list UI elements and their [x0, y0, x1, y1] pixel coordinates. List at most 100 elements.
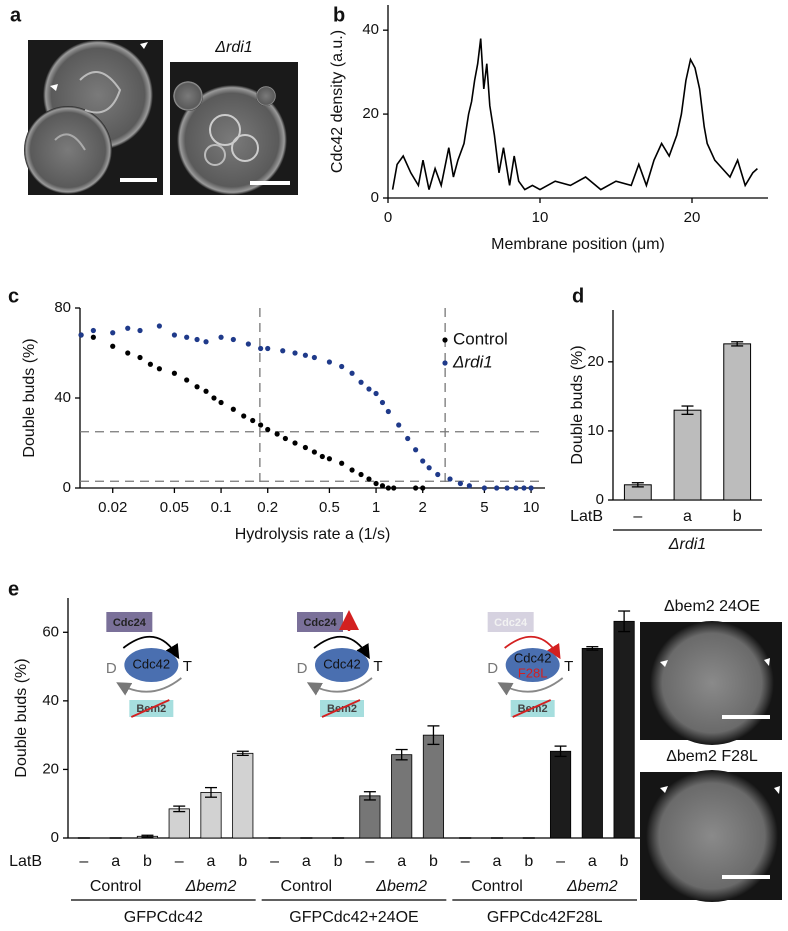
- x-tick-label: 0.05: [160, 499, 189, 516]
- data-point: [171, 370, 178, 376]
- y-axis-label: Cdc42 density (a.u.): [329, 30, 346, 173]
- data-point: [203, 339, 209, 345]
- y-axis-label: Double buds (%): [21, 338, 38, 457]
- data-point: [420, 485, 426, 491]
- data-point: [311, 449, 317, 455]
- data-point: [184, 377, 190, 383]
- data-point: [203, 388, 209, 394]
- data-point: [218, 399, 224, 406]
- image-caption: Δrdi1: [214, 39, 252, 56]
- data-point: [413, 447, 419, 453]
- data-point: [230, 406, 236, 412]
- data-point: [349, 467, 355, 473]
- group-label: GFPCdc42F28L: [487, 909, 603, 926]
- density-line: [391, 38, 758, 191]
- bar: [359, 795, 381, 839]
- x-tick-label: 5: [480, 499, 488, 516]
- data-point: [245, 341, 251, 347]
- bar: [549, 750, 572, 839]
- x-tick-label: 10: [532, 209, 549, 226]
- group-label: Δrdi1: [668, 536, 706, 553]
- gef-label: Cdc24: [303, 617, 337, 629]
- gtp-label: T: [183, 658, 192, 675]
- gdp-label: D: [106, 660, 117, 677]
- x-tick-label: b: [524, 853, 533, 870]
- x-tick-label: a: [493, 853, 502, 870]
- data-point: [125, 350, 131, 356]
- data-point: [250, 417, 256, 424]
- data-point: [481, 485, 488, 491]
- deletion-strike: [321, 699, 361, 718]
- x-tick-label: b: [429, 853, 438, 870]
- data-point: [494, 485, 500, 491]
- data-point: [137, 327, 143, 334]
- data-point: [339, 363, 345, 370]
- data-point: [457, 480, 463, 487]
- gtpase-label: Cdc42: [323, 656, 361, 671]
- image-caption: Δbem2 F28L: [666, 748, 758, 765]
- activation-arrow: [313, 635, 370, 660]
- data-point: [265, 345, 271, 352]
- data-point: [274, 431, 280, 437]
- data-point: [373, 390, 379, 397]
- y-tick-label: 0: [596, 491, 604, 508]
- data-point: [528, 485, 534, 491]
- y-tick-label: 40: [362, 21, 379, 38]
- x-tick-label: a: [683, 508, 692, 525]
- legend-label: Δrdi1: [452, 352, 493, 371]
- group-label: GFPCdc42+24OE: [289, 909, 418, 926]
- activation-arrow: [504, 635, 561, 660]
- x-tick-label: 0.02: [98, 499, 127, 516]
- bar: [391, 754, 413, 839]
- data-point: [78, 332, 84, 338]
- data-point: [413, 485, 419, 491]
- pathway-diagram: Cdc24Cdc42DTBem2: [297, 610, 383, 718]
- data-point: [504, 485, 510, 491]
- x-tick-label: 0: [384, 209, 392, 226]
- y-tick-label: 0: [51, 829, 59, 846]
- subgroup-label: Control: [281, 878, 333, 895]
- y-tick-label: 20: [42, 760, 59, 777]
- x-tick-label: b: [620, 853, 629, 870]
- data-point: [379, 483, 386, 489]
- panel-label: a: [10, 4, 22, 26]
- x-axis-label: Hydrolysis rate a (1/s): [235, 526, 391, 543]
- data-point: [521, 485, 527, 491]
- data-point: [265, 426, 271, 433]
- data-point: [447, 476, 453, 482]
- data-point: [147, 361, 153, 367]
- data-point: [466, 483, 472, 489]
- gdp-label: D: [487, 660, 498, 677]
- data-point: [302, 352, 308, 358]
- data-point: [311, 354, 317, 361]
- bar: [723, 343, 752, 501]
- gtpase: [124, 648, 179, 682]
- y-tick-label: 60: [42, 623, 59, 640]
- data-point: [218, 334, 224, 340]
- data-point: [280, 348, 286, 354]
- data-point: [513, 485, 519, 491]
- y-tick-label: 0: [63, 479, 71, 496]
- bar: [613, 620, 635, 839]
- data-point: [194, 384, 200, 390]
- data-point: [391, 485, 397, 491]
- mutation-label: F28L: [518, 665, 548, 680]
- data-point: [396, 422, 402, 428]
- x-tick-label: a: [397, 853, 406, 870]
- gef-label: Cdc24: [494, 617, 528, 629]
- y-tick-label: 20: [362, 105, 379, 122]
- data-point: [326, 456, 333, 462]
- data-point: [211, 395, 217, 401]
- gtp-label: T: [564, 658, 573, 675]
- x-tick-label: a: [111, 853, 120, 870]
- micrograph-a: [24, 40, 298, 195]
- data-point: [137, 354, 143, 361]
- data-point: [435, 471, 441, 478]
- data-point: [90, 327, 96, 334]
- data-point: [110, 343, 116, 349]
- data-point: [358, 379, 364, 385]
- deletion-strike: [130, 699, 170, 718]
- panel-label: e: [8, 578, 19, 600]
- subgroup-label: Control: [471, 878, 523, 895]
- panel-label: d: [572, 285, 584, 307]
